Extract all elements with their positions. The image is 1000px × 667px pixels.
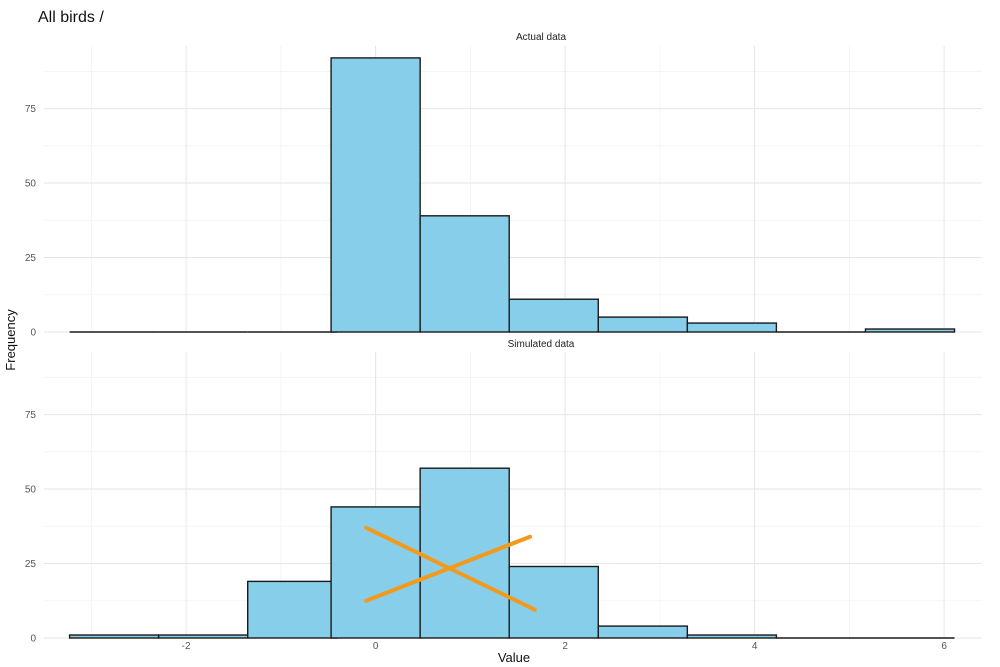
page-title: All birds / — [38, 9, 104, 26]
y-tick-label: 75 — [25, 104, 37, 115]
histogram-bar — [419, 467, 510, 639]
histogram-bar — [330, 506, 421, 639]
x-axis-label: Value — [498, 650, 530, 665]
histogram-bar — [419, 215, 510, 333]
y-tick-label: 75 — [25, 410, 37, 421]
histogram-bar — [597, 316, 689, 333]
histogram-bar — [508, 565, 599, 639]
histogram-bar — [68, 634, 160, 639]
chart-panels: Actual data 0 25 50 75 Simulated data 0 25 50 75 -… — [25, 32, 982, 652]
histogram-bar — [597, 625, 689, 639]
x-tick-label: 2 — [562, 641, 568, 652]
panel-1: Simulated data 0 25 50 75 -2 0 2 4 6 — [25, 339, 982, 652]
y-tick-label: 25 — [25, 559, 37, 570]
y-tick-label: 25 — [25, 253, 37, 264]
histogram-bar — [686, 634, 778, 639]
histogram-bar — [247, 580, 338, 639]
cross-mark-stroke — [364, 534, 533, 603]
histogram-bar — [864, 328, 956, 333]
panel-0: Actual data 0 25 50 75 — [25, 32, 982, 339]
y-tick-label: 0 — [30, 634, 36, 645]
x-tick-label: 4 — [752, 641, 758, 652]
x-tick-label: 6 — [941, 641, 947, 652]
panel-title: Actual data — [516, 32, 566, 43]
histogram-bar — [330, 57, 421, 333]
histogram-bar — [686, 322, 778, 333]
y-tick-label: 50 — [25, 485, 37, 496]
y-axis-label: Frequency — [3, 309, 18, 371]
y-tick-label: 50 — [25, 179, 37, 190]
panel-title: Simulated data — [508, 339, 575, 350]
histogram-bar — [508, 298, 599, 333]
histogram-bar — [157, 634, 249, 639]
x-tick-label: -2 — [182, 641, 191, 652]
x-tick-label: 0 — [373, 641, 379, 652]
y-tick-label: 0 — [30, 328, 36, 339]
